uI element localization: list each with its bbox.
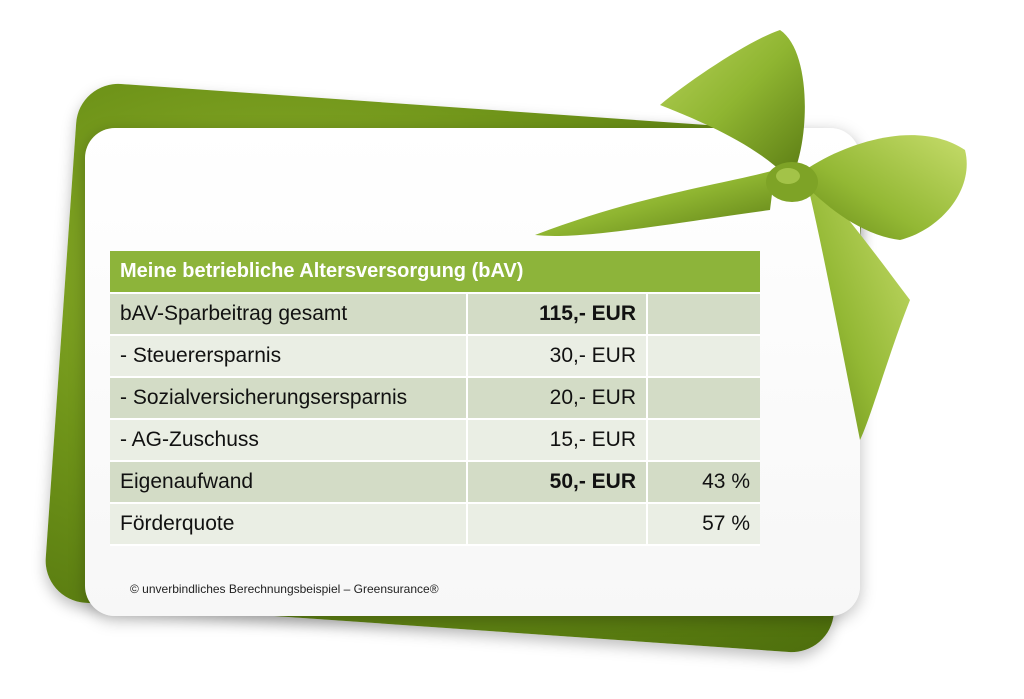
row-percent — [647, 377, 760, 420]
row-amount: 15,- EUR — [467, 419, 648, 462]
table-title: Meine betriebliche Altersversorgung (bAV… — [110, 251, 760, 294]
table-row: bAV-Sparbeitrag gesamt 115,- EUR — [110, 293, 760, 336]
green-ribbon-bow-icon — [535, 30, 967, 440]
row-label: Eigenaufwand — [110, 460, 468, 504]
row-amount: 20,- EUR — [467, 377, 648, 420]
row-label: - Sozialversicherungsersparnis — [110, 377, 468, 420]
row-percent — [647, 335, 760, 378]
row-percent — [647, 419, 760, 462]
row-label: - AG-Zuschuss — [110, 419, 468, 462]
row-percent: 57 % — [647, 503, 760, 546]
row-percent — [647, 293, 760, 336]
table-row: - Steuerersparnis 30,- EUR — [110, 335, 760, 378]
table-row: Eigenaufwand 50,- EUR 43 % — [110, 460, 760, 504]
row-amount: 50,- EUR — [467, 460, 648, 504]
row-label: bAV-Sparbeitrag gesamt — [110, 293, 468, 336]
row-amount — [467, 503, 648, 546]
row-amount: 30,- EUR — [467, 335, 648, 378]
table-row: - AG-Zuschuss 15,- EUR — [110, 419, 760, 462]
bav-table: Meine betriebliche Altersversorgung (bAV… — [110, 251, 760, 546]
table-row: - Sozialversicherungsersparnis 20,- EUR — [110, 377, 760, 420]
row-percent: 43 % — [647, 460, 760, 504]
row-label: - Steuerersparnis — [110, 335, 468, 378]
row-label: Förderquote — [110, 503, 468, 546]
table-row: Förderquote 57 % — [110, 503, 760, 546]
table-header: Meine betriebliche Altersversorgung (bAV… — [110, 251, 760, 294]
copyright-footnote: © unverbindliches Berechnungsbeispiel – … — [130, 582, 439, 596]
row-amount: 115,- EUR — [467, 293, 648, 336]
